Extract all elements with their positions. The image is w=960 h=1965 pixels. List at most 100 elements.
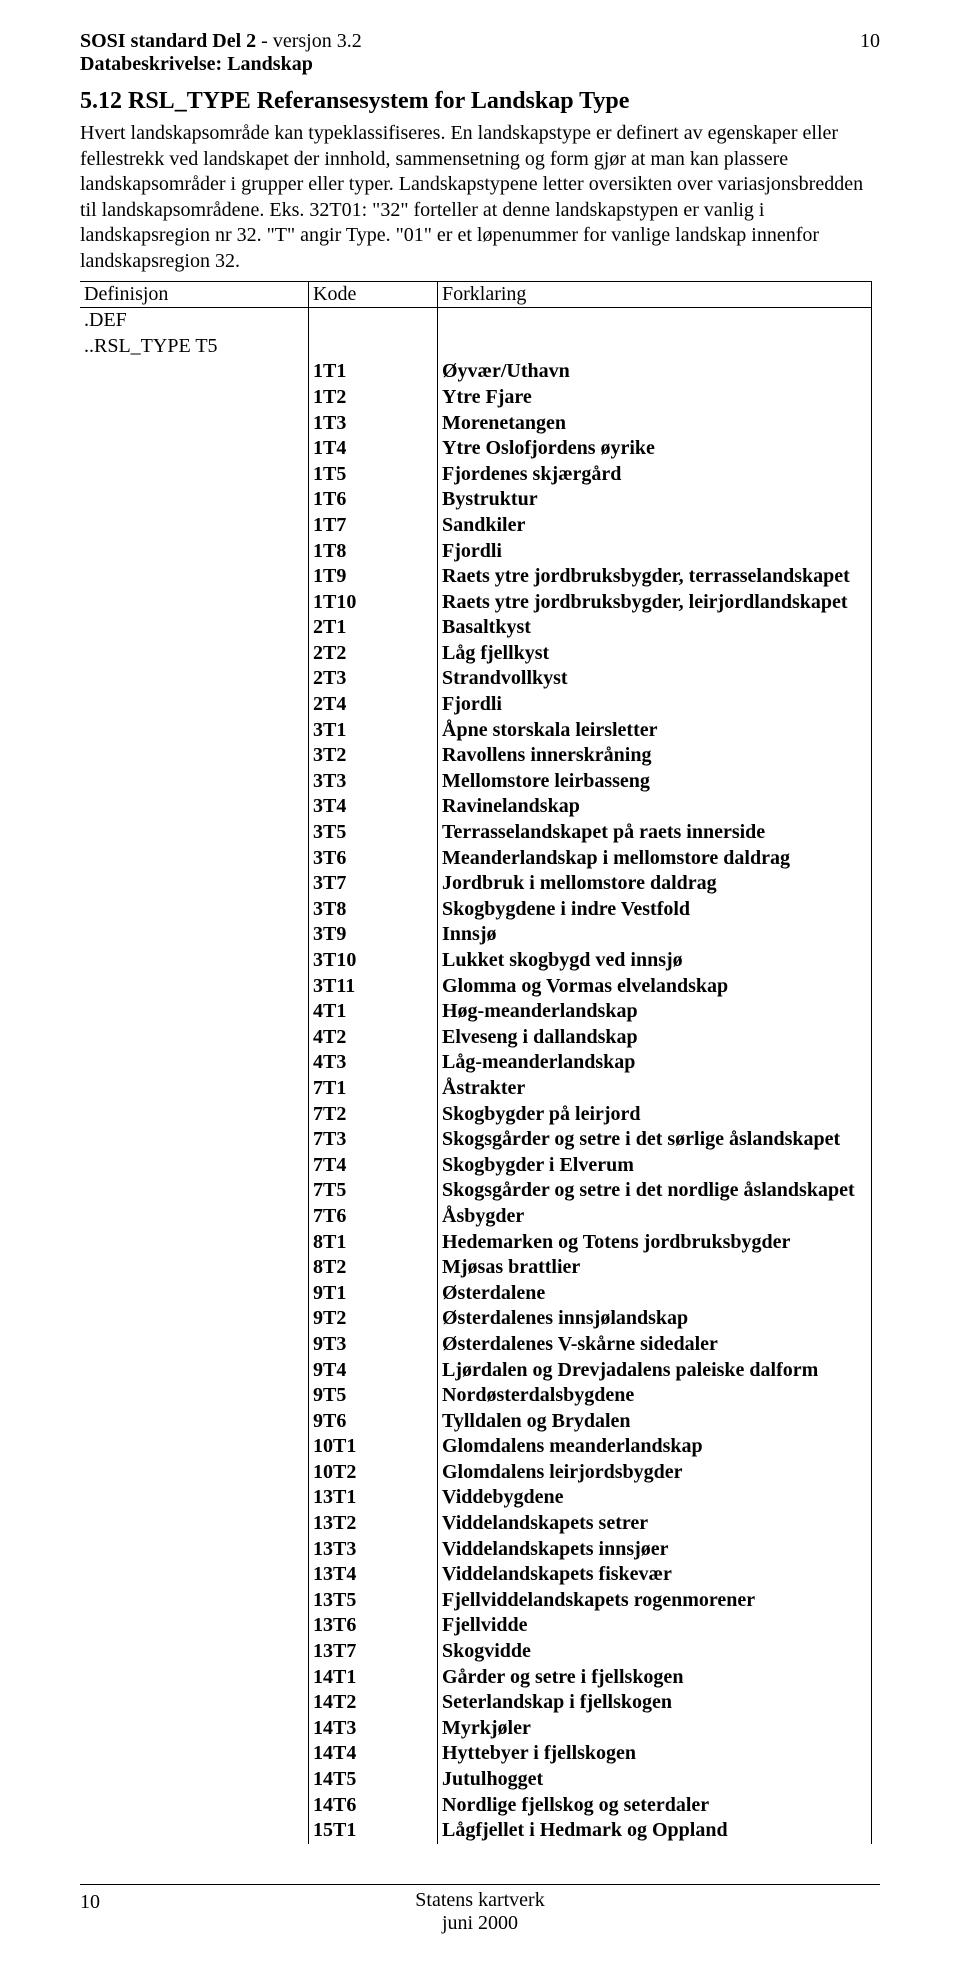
fk-cell: Mjøsas brattlier xyxy=(438,1255,872,1281)
table-row: 1T10Raets ytre jordbruksbygder, leirjord… xyxy=(80,590,872,616)
table-row: 7T1Åstrakter xyxy=(80,1076,872,1102)
fk-cell: Tylldalen og Brydalen xyxy=(438,1409,872,1435)
table-row: 9T3Østerdalenes V-skårne sidedaler xyxy=(80,1332,872,1358)
def-cell: .DEF xyxy=(80,308,309,334)
table-row: 14T1Gårder og setre i fjellskogen xyxy=(80,1665,872,1691)
table-row: 14T2Seterlandskap i fjellskogen xyxy=(80,1690,872,1716)
kode-cell: 14T4 xyxy=(309,1741,438,1767)
kode-cell: 7T6 xyxy=(309,1204,438,1230)
table-row: 7T2Skogbygder på leirjord xyxy=(80,1102,872,1128)
kode-cell: 1T1 xyxy=(309,359,438,385)
table-row: 13T1Viddebygdene xyxy=(80,1485,872,1511)
kode-cell: 14T6 xyxy=(309,1793,438,1819)
kode-cell: 3T11 xyxy=(309,974,438,1000)
fk-cell: Myrkjøler xyxy=(438,1716,872,1742)
table-row: 13T6Fjellvidde xyxy=(80,1613,872,1639)
fk-cell: Gårder og setre i fjellskogen xyxy=(438,1665,872,1691)
kode-cell: 4T3 xyxy=(309,1050,438,1076)
def-cell xyxy=(80,1281,309,1307)
table-row: 1T6Bystruktur xyxy=(80,487,872,513)
page-number-top: 10 xyxy=(860,30,880,53)
fk-cell: Ravinelandskap xyxy=(438,794,872,820)
fk-cell: Låg fjellkyst xyxy=(438,641,872,667)
fk-cell: Elveseng i dallandskap xyxy=(438,1025,872,1051)
kode-cell: 4T1 xyxy=(309,999,438,1025)
doc-title-line: SOSI standard Del 2 - versjon 3.2 xyxy=(80,30,362,53)
def-cell xyxy=(80,1460,309,1486)
kode-cell: 13T7 xyxy=(309,1639,438,1665)
table-row: 14T3Myrkjøler xyxy=(80,1716,872,1742)
kode-cell: 3T10 xyxy=(309,948,438,974)
kode-cell: 3T7 xyxy=(309,871,438,897)
def-cell xyxy=(80,641,309,667)
fk-cell: Viddelandskapets innsjøer xyxy=(438,1537,872,1563)
def-cell xyxy=(80,820,309,846)
table-row: 1T5Fjordenes skjærgård xyxy=(80,462,872,488)
kode-cell: 3T2 xyxy=(309,743,438,769)
table-row: 3T8Skogbygdene i indre Vestfold xyxy=(80,897,872,923)
fk-cell: Låg-meanderlandskap xyxy=(438,1050,872,1076)
def-cell xyxy=(80,385,309,411)
kode-cell: 14T1 xyxy=(309,1665,438,1691)
page-footer: 10 Statens kartverk juni 2000 xyxy=(80,1884,880,1935)
def-cell xyxy=(80,1639,309,1665)
def-cell xyxy=(80,846,309,872)
table-row: 1T4Ytre Oslofjordens øyrike xyxy=(80,436,872,462)
def-cell xyxy=(80,692,309,718)
col-header-kode: Kode xyxy=(309,281,438,308)
table-row: 13T2Viddelandskapets setrer xyxy=(80,1511,872,1537)
table-row: 14T4Hyttebyer i fjellskogen xyxy=(80,1741,872,1767)
def-cell xyxy=(80,1076,309,1102)
doc-subtitle: Databeskrivelse: Landskap xyxy=(80,53,362,76)
table-row: 13T7Skogvidde xyxy=(80,1639,872,1665)
kode-cell: 3T9 xyxy=(309,922,438,948)
table-row: 10T2Glomdalens leirjordsbygder xyxy=(80,1460,872,1486)
fk-cell: Skogvidde xyxy=(438,1639,872,1665)
kode-cell: 9T1 xyxy=(309,1281,438,1307)
table-row: 3T4Ravinelandskap xyxy=(80,794,872,820)
fk-cell: Ravollens innerskråning xyxy=(438,743,872,769)
col-header-def: Definisjon xyxy=(80,281,309,308)
def-cell xyxy=(80,1230,309,1256)
fk-cell: Nordlige fjellskog og seterdaler xyxy=(438,1793,872,1819)
fk-cell: Raets ytre jordbruksbygder, leirjordland… xyxy=(438,590,872,616)
kode-cell: 4T2 xyxy=(309,1025,438,1051)
fk-cell: Bystruktur xyxy=(438,487,872,513)
fk-cell: Ljørdalen og Drevjadalens paleiske dalfo… xyxy=(438,1358,872,1384)
fk-cell: Terrasselandskapet på raets innerside xyxy=(438,820,872,846)
def-cell xyxy=(80,615,309,641)
kode-cell: 3T8 xyxy=(309,897,438,923)
kode-cell: 1T5 xyxy=(309,462,438,488)
page: SOSI standard Del 2 - versjon 3.2 Databe… xyxy=(0,0,960,1965)
fk-cell: Strandvollkyst xyxy=(438,666,872,692)
fk-cell: Raets ytre jordbruksbygder, terrasseland… xyxy=(438,564,872,590)
fk-cell: Viddelandskapets fiskevær xyxy=(438,1562,872,1588)
table-header-row: Definisjon Kode Forklaring xyxy=(80,281,872,308)
fk-cell: Morenetangen xyxy=(438,411,872,437)
kode-cell: 7T3 xyxy=(309,1127,438,1153)
kode-cell xyxy=(309,334,438,360)
kode-cell: 1T2 xyxy=(309,385,438,411)
fk-cell: Mellomstore leirbasseng xyxy=(438,769,872,795)
table-row: 1T3Morenetangen xyxy=(80,411,872,437)
table-row: 4T3Låg-meanderlandskap xyxy=(80,1050,872,1076)
table-row: 3T7Jordbruk i mellomstore daldrag xyxy=(80,871,872,897)
fk-cell: Høg-meanderlandskap xyxy=(438,999,872,1025)
fk-cell: Østerdalenes innsjølandskap xyxy=(438,1306,872,1332)
fk-cell: Viddebygdene xyxy=(438,1485,872,1511)
table-row: 9T4Ljørdalen og Drevjadalens paleiske da… xyxy=(80,1358,872,1384)
table-row: 15T1Lågfjellet i Hedmark og Oppland xyxy=(80,1818,872,1844)
kode-cell: 14T3 xyxy=(309,1716,438,1742)
footer-line1: Statens kartverk xyxy=(80,1889,880,1912)
def-cell xyxy=(80,1332,309,1358)
def-cell xyxy=(80,794,309,820)
def-cell xyxy=(80,1741,309,1767)
kode-cell: 13T3 xyxy=(309,1537,438,1563)
def-cell xyxy=(80,1153,309,1179)
fk-cell: Glomdalens leirjordsbygder xyxy=(438,1460,872,1486)
table-row: 7T6Åsbygder xyxy=(80,1204,872,1230)
fk-cell: Øyvær/Uthavn xyxy=(438,359,872,385)
def-cell xyxy=(80,897,309,923)
table-row: 7T4Skogbygder i Elverum xyxy=(80,1153,872,1179)
kode-cell: 2T2 xyxy=(309,641,438,667)
